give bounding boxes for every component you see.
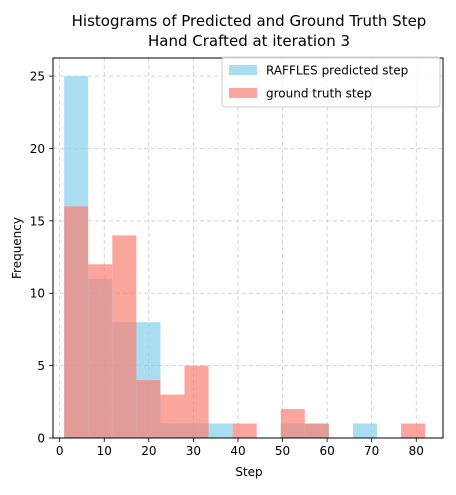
y-tick-label: 25	[30, 70, 45, 84]
y-tick-label: 15	[30, 214, 45, 228]
raffles-predicted-bar	[208, 423, 233, 438]
x-axis-label: Step	[235, 465, 262, 479]
ground-truth-bar	[280, 409, 305, 438]
legend-swatch-ground-truth	[229, 88, 257, 98]
ground-truth-bar	[112, 235, 137, 438]
ground-truth-bar	[64, 206, 89, 438]
y-tick-label: 20	[30, 142, 45, 156]
ground-truth-bar	[88, 264, 113, 438]
x-tick-label: 60	[319, 444, 334, 458]
ground-truth-bar	[160, 394, 185, 438]
legend-frame	[221, 56, 441, 108]
axis-ticks: 0 10 20 30 40 50 60 70 80 0 5 10 15 20 25	[30, 70, 424, 458]
chart-title-line-2: Hand Crafted at iteration 3	[148, 32, 350, 50]
raffles-predicted-bar	[352, 423, 378, 438]
ground-truth-bar	[401, 423, 426, 438]
legend-swatch-raffles-predicted	[229, 65, 257, 75]
x-tick-label: 40	[230, 444, 245, 458]
legend-label-raffles-predicted: RAFFLES predicted step	[266, 64, 408, 78]
ground-truth-bar	[304, 423, 329, 438]
y-tick-label: 0	[37, 432, 45, 446]
legend: RAFFLES predicted step ground truth step	[221, 56, 441, 108]
x-tick-label: 10	[97, 444, 112, 458]
x-tick-label: 70	[364, 444, 379, 458]
bars-layer	[64, 76, 426, 438]
x-tick-label: 30	[186, 444, 201, 458]
ground-truth-bar	[136, 380, 161, 438]
x-tick-label: 80	[409, 444, 424, 458]
x-tick-label: 20	[141, 444, 156, 458]
y-tick-label: 10	[30, 287, 45, 301]
ground-truth-bar	[232, 423, 257, 438]
x-tick-label: 0	[56, 444, 64, 458]
legend-label-ground-truth: ground truth step	[266, 87, 372, 101]
chart-title-line-1: Histograms of Predicted and Ground Truth…	[72, 12, 427, 30]
ground-truth-bar	[184, 365, 209, 438]
y-axis-label: Frequency	[10, 217, 24, 279]
y-tick-label: 5	[37, 359, 45, 373]
x-tick-label: 50	[275, 444, 290, 458]
